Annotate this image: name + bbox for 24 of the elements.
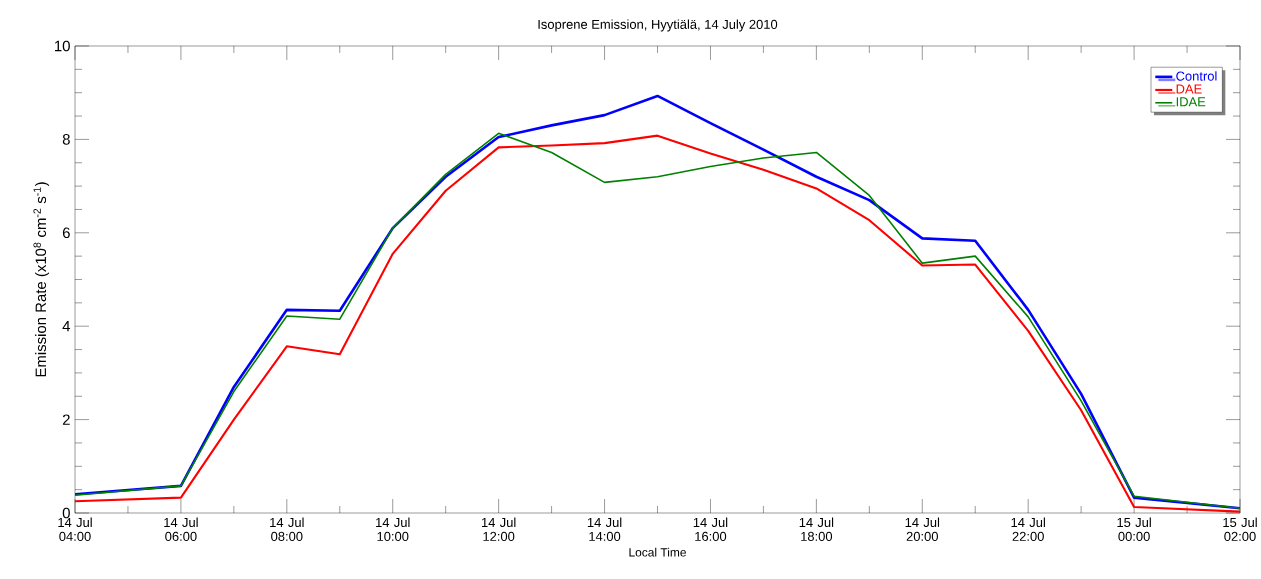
- x-tick-label: 14 Jul 20:00: [905, 517, 940, 541]
- x-tick-label: 14 Jul 12:00: [481, 517, 516, 541]
- chart-title: Isoprene Emission, Hyytiälä, 14 July 2010: [538, 19, 778, 32]
- legend-label: DAE: [1176, 84, 1202, 94]
- x-tick-label: 14 Jul 04:00: [58, 517, 92, 541]
- legend-label: IDAE: [1176, 97, 1206, 107]
- y-tick-label: 10: [55, 40, 70, 52]
- x-tick-label: 14 Jul 06:00: [164, 517, 198, 541]
- x-tick-label: 15 Jul 02:00: [1223, 517, 1257, 541]
- x-tick-label: 14 Jul 18:00: [799, 517, 834, 541]
- x-tick-label: 14 Jul 22:00: [1011, 517, 1045, 541]
- x-tick-label: 14 Jul 10:00: [376, 517, 410, 541]
- x-tick-label: 14 Jul 16:00: [693, 517, 728, 541]
- y-axis-title: Emission Rate (x10$^{8}$ cm$^{-2}$ s$^{-1}$): [33, 182, 50, 377]
- x-axis-title: Local Time: [629, 547, 686, 557]
- legend-label: Control: [1176, 71, 1217, 81]
- x-tick-label: 14 Jul 08:00: [270, 517, 304, 541]
- y-tick-label: 6: [62, 227, 70, 239]
- y-tick-label: 8: [62, 134, 70, 145]
- x-tick-label: 14 Jul 14:00: [587, 517, 622, 541]
- x-tick-label: 15 Jul 00:00: [1117, 517, 1151, 541]
- y-tick-label: 0: [62, 507, 70, 519]
- y-tick-label: 4: [62, 321, 71, 332]
- y-tick-label: 2: [62, 414, 70, 425]
